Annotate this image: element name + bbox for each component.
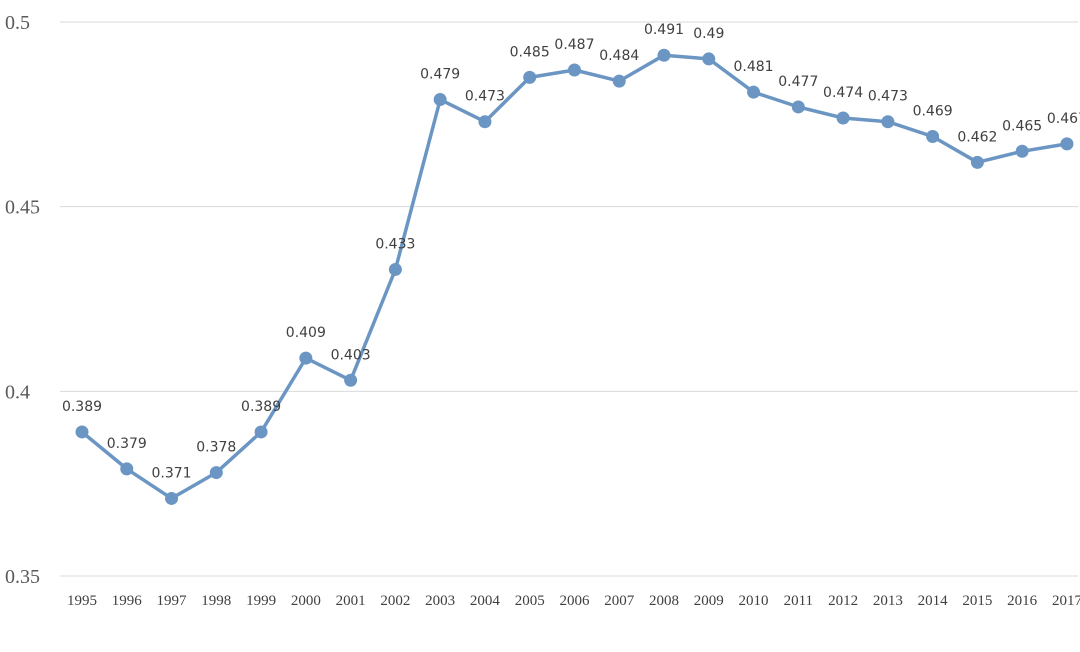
data-point: [523, 70, 537, 84]
data-label: 0.473: [465, 89, 505, 105]
data-label: 0.389: [241, 399, 281, 415]
x-tick-label: 2002: [380, 593, 410, 609]
x-tick-label: 2012: [828, 593, 858, 609]
x-tick-label: 2013: [873, 593, 903, 609]
data-point: [165, 491, 179, 505]
data-label: 0.484: [599, 48, 639, 64]
data-point: [791, 100, 805, 114]
y-tick-label: 0.45: [5, 197, 40, 219]
data-point: [75, 425, 89, 439]
data-point: [881, 115, 895, 129]
data-point: [254, 425, 268, 439]
data-label: 0.433: [375, 236, 415, 252]
data-point: [299, 351, 313, 365]
data-point: [209, 466, 223, 480]
data-label: 0.403: [331, 347, 371, 363]
x-tick-label: 2004: [470, 593, 501, 609]
data-point: [970, 155, 984, 169]
data-label: 0.485: [510, 44, 550, 60]
y-tick-label: 0.35: [5, 566, 40, 588]
x-tick-label: 2011: [784, 593, 813, 609]
x-tick-label: 2010: [739, 593, 769, 609]
data-label: 0.491: [644, 22, 684, 38]
data-point: [388, 262, 402, 276]
x-tick-label: 2005: [515, 593, 545, 609]
data-label: 0.474: [823, 85, 863, 101]
data-label: 0.467: [1047, 111, 1080, 127]
x-tick-label: 2014: [918, 593, 949, 609]
data-point: [926, 129, 940, 143]
x-tick-label: 2007: [604, 593, 635, 609]
data-points: [75, 48, 1074, 505]
y-axis-ticks: 0.35 0.4 0.45 0.5: [5, 12, 40, 588]
data-point: [120, 462, 134, 476]
x-axis-ticks: 1995 1996 1997 1998 1999 2000 2001 2002 2003 2004…: [67, 593, 1080, 609]
data-point: [1060, 137, 1074, 151]
x-tick-label: 2009: [694, 593, 724, 609]
x-tick-label: 2006: [559, 593, 590, 609]
data-label: 0.477: [778, 74, 818, 90]
data-label: 0.487: [554, 37, 594, 53]
x-tick-label: 2008: [649, 593, 679, 609]
x-tick-label: 2001: [336, 593, 366, 609]
x-tick-label: 2017: [1052, 593, 1080, 609]
x-tick-label: 2015: [962, 593, 992, 609]
x-tick-label: 1998: [201, 593, 231, 609]
series-line-group: [80, 53, 1069, 501]
x-tick-label: 1996: [112, 593, 143, 609]
x-tick-label: 2000: [291, 593, 321, 609]
y-tick-label: 0.5: [5, 12, 30, 34]
data-point: [747, 85, 761, 99]
x-tick-label: 1999: [246, 593, 276, 609]
data-point: [702, 52, 716, 66]
data-point: [344, 373, 358, 387]
data-label: 0.378: [196, 440, 236, 456]
data-label: 0.379: [107, 436, 147, 452]
data-point: [657, 48, 671, 62]
x-tick-label: 2016: [1007, 593, 1038, 609]
data-point: [612, 74, 626, 88]
x-tick-label: 1995: [67, 593, 97, 609]
y-tick-label: 0.4: [5, 381, 30, 403]
data-point: [478, 115, 492, 129]
data-label: 0.465: [1002, 118, 1042, 134]
data-label: 0.462: [957, 129, 997, 145]
data-label: 0.479: [420, 67, 460, 83]
data-label: 0.389: [62, 399, 102, 415]
data-point: [433, 93, 447, 107]
data-point: [567, 63, 581, 77]
data-label: 0.409: [286, 325, 326, 341]
data-label: 0.469: [913, 103, 953, 119]
x-tick-label: 1997: [157, 593, 188, 609]
data-point: [1015, 144, 1029, 158]
data-point: [836, 111, 850, 125]
data-label: 0.371: [151, 465, 191, 481]
data-label: 0.49: [693, 26, 724, 42]
data-label: 0.481: [734, 59, 774, 75]
gridlines: [60, 21, 1078, 577]
x-tick-label: 2003: [425, 593, 455, 609]
data-label: 0.473: [868, 89, 908, 105]
series-line: [80, 53, 1069, 501]
